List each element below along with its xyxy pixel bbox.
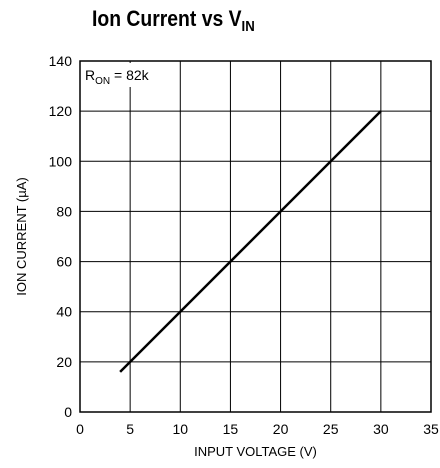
ron-annotation: RON = 82k	[85, 67, 150, 87]
series	[119, 110, 382, 373]
plot-frame	[79, 60, 432, 413]
y-axis-label: ION CURRENT (µA)	[14, 177, 29, 295]
y-tick-label: 60	[56, 254, 72, 270]
x-tick-label: 0	[76, 421, 84, 437]
y-tick-label: 140	[49, 53, 73, 69]
x-tick-label: 10	[172, 421, 188, 437]
x-tick-label: 25	[323, 421, 339, 437]
y-tick-label: 80	[56, 203, 72, 219]
x-tick-label: 35	[423, 421, 439, 437]
y-tick-label: 0	[64, 404, 72, 420]
x-axis-label: INPUT VOLTAGE (V)	[194, 444, 317, 459]
x-tick-label: 15	[223, 421, 239, 437]
y-tick-label: 100	[49, 153, 73, 169]
y-tick-label: 40	[56, 304, 72, 320]
series-line	[119, 110, 382, 373]
x-tick-label: 5	[126, 421, 134, 437]
chart-title: Ion Current vs VIN	[92, 6, 255, 35]
grid	[80, 61, 431, 412]
tick-labels: 0 5 10 15 20 25 30 35 0 20 40 60 80 100 120 140	[49, 53, 439, 437]
y-tick-label: 120	[49, 103, 73, 119]
x-tick-label: 30	[373, 421, 389, 437]
x-tick-label: 20	[273, 421, 289, 437]
y-tick-label: 20	[56, 354, 72, 370]
annotation-background	[82, 63, 178, 87]
